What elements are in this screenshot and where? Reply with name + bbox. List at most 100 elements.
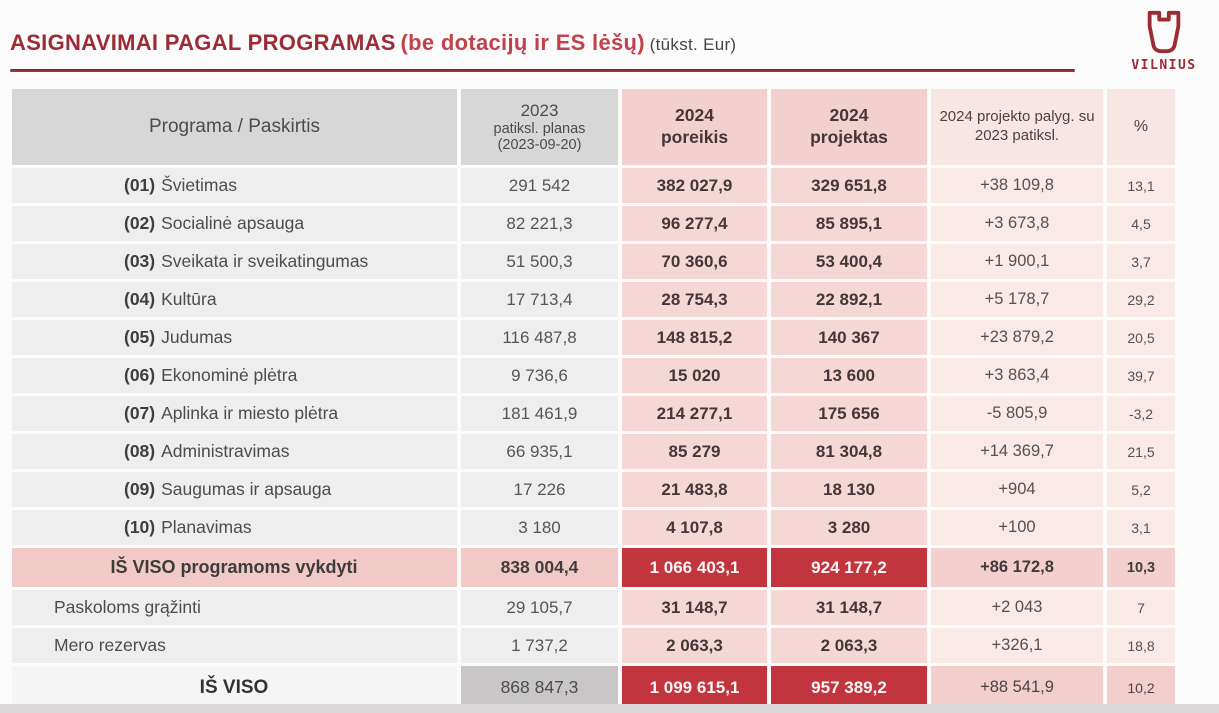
program-label: Mero rezervas (54, 635, 166, 655)
cell-plan-2023: 82 221,3 (461, 206, 618, 241)
title-underline (10, 69, 1075, 72)
cell-program-name: (03) Sveikata ir sveikatingumas (12, 244, 457, 279)
program-number: (04) (124, 289, 156, 309)
program-label: Judumas (161, 327, 233, 347)
cell-program-name: IŠ VISO (12, 666, 457, 709)
cell-program-name: Mero rezervas (12, 628, 457, 663)
cell-program-name: (01) Švietimas (12, 168, 457, 203)
program-number: (09) (124, 479, 156, 499)
budget-table: Programa / Paskirtis 2023 patiksl. plana… (8, 86, 1179, 712)
table-row: (01) Švietimas 291 542 382 027,9 329 651,8 +3… (12, 168, 1175, 203)
cell-project-2024: 81 304,8 (771, 434, 927, 469)
program-number: (06) (124, 365, 156, 385)
cell-difference: +3 863,4 (931, 358, 1103, 393)
cell-difference: +100 (931, 510, 1103, 545)
cell-program-name: (09) Saugumas ir apsauga (12, 472, 457, 507)
cell-difference: +14 369,7 (931, 434, 1103, 469)
cell-plan-2023: 51 500,3 (461, 244, 618, 279)
vilnius-logo: VILNIUS (1121, 8, 1207, 73)
cell-plan-2023: 29 105,7 (461, 590, 618, 625)
cell-program-name: Paskoloms grąžinti (12, 590, 457, 625)
cell-need-2024: 382 027,9 (622, 168, 767, 203)
program-number: (07) (124, 403, 156, 423)
table-row: Mero rezervas 1 737,2 2 063,3 2 063,3 +326,1… (12, 628, 1175, 663)
table-row: (07) Aplinka ir miesto plėtra 181 461,9 214… (12, 396, 1175, 431)
header-2024-poreikis: 2024 poreikis (622, 89, 767, 165)
header-palyginimas-label: 2024 projekto palyg. su 2023 patiksl. (939, 108, 1095, 144)
program-number: (10) (124, 517, 156, 537)
program-label: Planavimas (161, 517, 252, 537)
cell-plan-2023: 291 542 (461, 168, 618, 203)
cell-percent: 10,3 (1107, 548, 1175, 587)
cell-need-2024: 148 815,2 (622, 320, 767, 355)
title-unit: (tūkst. Eur) (649, 35, 737, 54)
table-row: (09) Saugumas ir apsauga 17 226 21 483,8 18 … (12, 472, 1175, 507)
cell-program-name: (06) Ekonominė plėtra (12, 358, 457, 393)
cell-project-2024: 140 367 (771, 320, 927, 355)
cell-difference: +904 (931, 472, 1103, 507)
cell-plan-2023: 17 226 (461, 472, 618, 507)
cell-project-2024: 22 892,1 (771, 282, 927, 317)
cell-project-2024: 3 280 (771, 510, 927, 545)
table-row: (06) Ekonominė plėtra 9 736,6 15 020 13 600 +… (12, 358, 1175, 393)
header-2023-sub2: (2023-09-20) (497, 137, 582, 153)
program-label: Administravimas (161, 441, 290, 461)
cell-project-2024: 31 148,7 (771, 590, 927, 625)
cell-program-name: (04) Kultūra (12, 282, 457, 317)
program-label: Socialinė apsauga (161, 213, 305, 233)
cell-program-name: (05) Judumas (12, 320, 457, 355)
cell-project-2024: 957 389,2 (771, 666, 927, 709)
program-label: IŠ VISO programoms vykdyti (110, 557, 358, 577)
cell-program-name: (07) Aplinka ir miesto plėtra (12, 396, 457, 431)
cell-need-2024: 2 063,3 (622, 628, 767, 663)
cell-percent: 21,5 (1107, 434, 1175, 469)
header-2024-projektas: 2024 projektas (771, 89, 927, 165)
cell-program-name: (02) Socialinė apsauga (12, 206, 457, 241)
header-projektas-year: 2024 (829, 105, 869, 126)
header-poreikis-label: poreikis (660, 127, 729, 147)
cell-plan-2023: 3 180 (461, 510, 618, 545)
table-header-row: Programa / Paskirtis 2023 patiksl. plana… (12, 89, 1175, 165)
cell-plan-2023: 66 935,1 (461, 434, 618, 469)
program-label: Švietimas (161, 175, 237, 195)
logo-text: VILNIUS (1131, 58, 1197, 73)
table-row: (10) Planavimas 3 180 4 107,8 3 280 +100 3,1 (12, 510, 1175, 545)
program-label: Saugumas ir apsauga (161, 479, 332, 499)
header-projektas-label: projektas (810, 127, 888, 147)
cell-need-2024: 96 277,4 (622, 206, 767, 241)
cell-project-2024: 175 656 (771, 396, 927, 431)
header-poreikis-year: 2024 (675, 105, 714, 126)
cell-difference: +326,1 (931, 628, 1103, 663)
program-label: IŠ VISO (199, 676, 269, 698)
program-label: Aplinka ir miesto plėtra (161, 403, 339, 423)
cell-need-2024: 214 277,1 (622, 396, 767, 431)
page-title: ASIGNAVIMAI PAGAL PROGRAMAS (be dotacijų… (10, 30, 736, 56)
cell-need-2024: 31 148,7 (622, 590, 767, 625)
cell-need-2024: 1 099 615,1 (622, 666, 767, 709)
cell-need-2024: 28 754,3 (622, 282, 767, 317)
cell-project-2024: 13 600 (771, 358, 927, 393)
cell-percent: 3,7 (1107, 244, 1175, 279)
cell-project-2024: 53 400,4 (771, 244, 927, 279)
bottom-strip (0, 704, 1219, 713)
cell-plan-2023: 868 847,3 (461, 666, 618, 709)
header-percent-label: % (1133, 118, 1149, 135)
program-label: Paskoloms grąžinti (54, 597, 201, 617)
cell-plan-2023: 17 713,4 (461, 282, 618, 317)
cell-project-2024: 85 895,1 (771, 206, 927, 241)
header-2023-sub1: patiksl. planas (493, 121, 586, 137)
cell-program-name: IŠ VISO programoms vykdyti (12, 548, 457, 587)
cell-project-2024: 18 130 (771, 472, 927, 507)
cell-percent: 13,1 (1107, 168, 1175, 203)
cell-project-2024: 2 063,3 (771, 628, 927, 663)
program-label: Sveikata ir sveikatingumas (161, 251, 369, 271)
cell-project-2024: 329 651,8 (771, 168, 927, 203)
header-2023-year: 2023 (520, 101, 559, 120)
cell-program-name: (10) Planavimas (12, 510, 457, 545)
cell-difference: +3 673,8 (931, 206, 1103, 241)
table-row: (03) Sveikata ir sveikatingumas 51 500,3 70… (12, 244, 1175, 279)
cell-need-2024: 70 360,6 (622, 244, 767, 279)
cell-difference: +1 900,1 (931, 244, 1103, 279)
cell-difference: +38 109,8 (931, 168, 1103, 203)
